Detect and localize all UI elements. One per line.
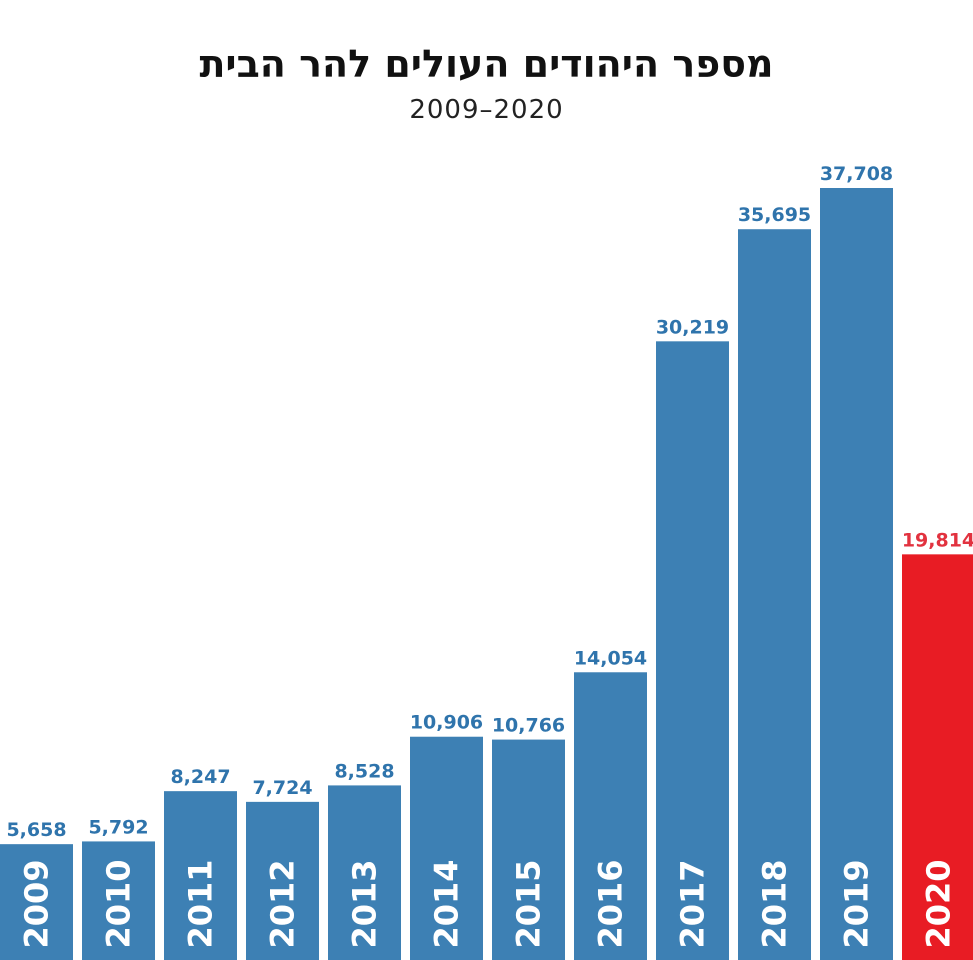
year-label-2019: 2019 [838, 859, 876, 948]
value-label-2011: 8,247 [170, 766, 230, 788]
bar-2020 [902, 554, 973, 960]
chart-title: מספר היהודים העולים להר הבית [199, 42, 774, 86]
value-label-2020: 19,814 [902, 529, 973, 551]
bar-2011 [164, 791, 237, 960]
bar-2019 [820, 188, 893, 960]
year-label-2020: 2020 [920, 859, 958, 948]
year-label-2018: 2018 [756, 859, 794, 948]
year-label-2012: 2012 [264, 859, 302, 948]
year-label-2013: 2013 [346, 859, 384, 948]
value-label-2018: 35,695 [738, 204, 811, 226]
value-label-2017: 30,219 [656, 316, 729, 338]
value-label-2016: 14,054 [574, 647, 647, 669]
value-label-2013: 8,528 [334, 760, 394, 782]
value-label-2012: 7,724 [252, 777, 312, 799]
bar-2015 [492, 739, 565, 960]
year-label-2015: 2015 [510, 859, 548, 948]
value-label-2014: 10,906 [410, 712, 483, 734]
year-label-2009: 2009 [18, 859, 56, 948]
bar-2013 [328, 785, 401, 960]
bar-2009 [0, 844, 73, 960]
year-label-2010: 2010 [100, 859, 138, 948]
value-label-2019: 37,708 [820, 163, 893, 185]
year-label-2017: 2017 [674, 859, 712, 948]
chart-subtitle: 2009–2020 [409, 95, 564, 125]
bar-2018 [738, 229, 811, 960]
year-label-2014: 2014 [428, 859, 466, 948]
bar-2010 [82, 841, 155, 960]
year-label-2016: 2016 [592, 859, 630, 948]
value-label-2009: 5,658 [6, 819, 66, 841]
bar-2016 [574, 672, 647, 960]
bar-2012 [246, 801, 319, 960]
year-label-2011: 2011 [182, 859, 220, 948]
value-label-2010: 5,792 [88, 816, 148, 838]
value-label-2015: 10,766 [492, 715, 565, 737]
bar-2017 [656, 341, 729, 960]
bar-2014 [410, 736, 483, 960]
